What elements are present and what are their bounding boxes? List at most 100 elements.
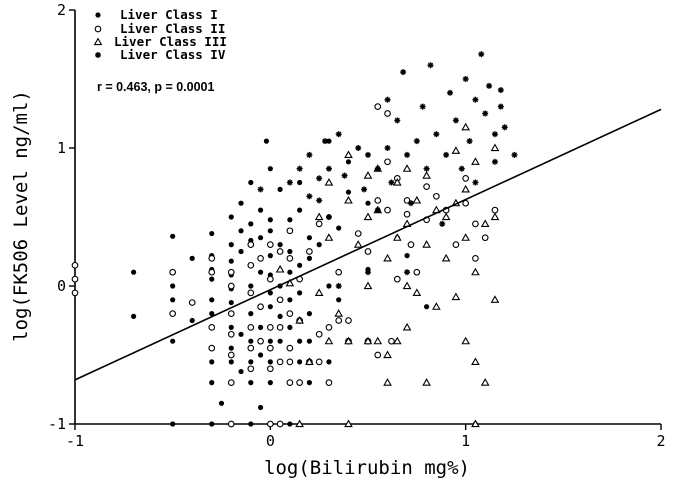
point-liver-class-iv xyxy=(497,103,504,110)
legend-label-1: Liver Class I xyxy=(120,7,218,22)
point-liver-class-i xyxy=(257,207,264,213)
point-liver-class-iv xyxy=(316,175,323,182)
point-liver-class-i xyxy=(297,338,303,344)
point-liver-class-ii xyxy=(208,268,216,276)
point-liver-class-i xyxy=(238,200,244,206)
point-liver-class-ii xyxy=(374,351,382,359)
point-liver-class-iv xyxy=(306,193,313,200)
point-liver-class-i xyxy=(209,230,215,237)
point-liver-class-i xyxy=(336,297,342,303)
point-liver-class-iv xyxy=(407,200,414,207)
point-liver-class-iii xyxy=(363,336,373,345)
point-liver-class-i xyxy=(248,380,254,386)
point-liver-class-ii xyxy=(286,227,294,235)
point-liver-class-ii xyxy=(315,358,323,366)
point-liver-class-ii xyxy=(306,248,313,255)
point-liver-class-i xyxy=(209,276,215,282)
point-liver-class-i xyxy=(209,421,215,427)
point-liver-class-i xyxy=(248,179,254,186)
correlation-annotation: r = 0.463, p = 0.0001 xyxy=(97,80,214,94)
point-liver-class-ii xyxy=(384,206,391,214)
point-liver-class-i xyxy=(306,235,312,241)
point-liver-class-ii xyxy=(491,206,499,214)
point-liver-class-iii xyxy=(480,378,490,386)
point-liver-class-iv xyxy=(394,117,401,124)
point-liver-class-ii xyxy=(208,324,216,331)
point-liver-class-iii xyxy=(344,336,353,345)
point-liver-class-iii xyxy=(432,302,441,310)
point-liver-class-iv xyxy=(400,69,407,76)
point-liver-class-ii xyxy=(335,317,343,324)
point-liver-class-i xyxy=(248,221,254,227)
y-tick-label: 0 xyxy=(57,277,66,295)
point-liver-class-ii xyxy=(71,261,79,269)
point-liver-class-i xyxy=(238,331,244,337)
point-liver-class-ii xyxy=(71,289,79,297)
point-liver-class-i xyxy=(277,313,283,319)
point-liver-class-i xyxy=(131,269,137,275)
point-liver-class-iii xyxy=(344,195,353,204)
point-liver-class-ii xyxy=(71,275,79,283)
point-liver-class-ii xyxy=(384,158,391,166)
point-liver-class-i xyxy=(170,233,176,239)
point-liver-class-iv xyxy=(365,151,371,158)
point-liver-class-iii xyxy=(314,212,324,221)
point-liver-class-ii xyxy=(276,324,284,331)
point-liver-class-ii xyxy=(227,310,235,317)
point-liver-class-iii xyxy=(305,357,314,366)
y-tick-label: -1 xyxy=(48,415,66,433)
point-liver-class-iii xyxy=(471,157,480,165)
point-liver-class-ii xyxy=(257,337,264,345)
point-liver-class-i xyxy=(287,217,293,223)
point-liver-class-i xyxy=(287,421,293,427)
point-liver-class-iii xyxy=(402,322,412,331)
point-liver-class-i xyxy=(267,166,273,172)
regression-line-group xyxy=(74,108,662,381)
point-liver-class-i xyxy=(345,189,352,195)
point-liver-class-i xyxy=(248,359,254,365)
point-liver-class-i xyxy=(424,304,430,310)
point-liver-class-i xyxy=(404,253,410,259)
point-liver-class-i xyxy=(248,283,254,289)
point-liver-class-ii xyxy=(227,420,235,428)
point-liver-class-i xyxy=(248,311,254,317)
point-liver-class-i xyxy=(306,311,312,317)
point-liver-class-ii xyxy=(276,358,284,366)
point-liver-class-iii xyxy=(422,378,431,386)
point-liver-class-ii xyxy=(374,197,382,204)
point-liver-class-iii xyxy=(471,357,480,366)
x-tick-label: 0 xyxy=(266,432,275,450)
point-liver-class-iii xyxy=(373,336,383,345)
point-liver-class-iii xyxy=(471,419,480,428)
point-liver-class-i xyxy=(228,345,234,351)
point-liver-class-iii xyxy=(295,419,304,428)
point-liver-class-iv xyxy=(335,131,342,138)
point-liver-class-iv xyxy=(325,214,332,220)
point-liver-class-iii xyxy=(402,281,412,290)
point-liver-class-ii xyxy=(296,379,303,386)
point-liver-class-i xyxy=(326,359,332,365)
legend-marker-4 xyxy=(95,52,101,58)
point-liver-class-iv xyxy=(374,165,381,172)
point-liver-class-ii xyxy=(247,365,255,373)
point-liver-class-ii xyxy=(276,420,284,428)
point-liver-class-ii xyxy=(286,255,294,262)
point-liver-class-i xyxy=(257,352,264,358)
point-liver-class-iii xyxy=(392,336,402,345)
point-liver-class-ii xyxy=(384,110,391,117)
point-liver-class-i xyxy=(189,255,195,261)
point-liver-class-iv xyxy=(355,145,362,151)
point-liver-class-i xyxy=(297,207,303,213)
point-liver-class-ii xyxy=(286,358,294,366)
legend-label-3: Liver Class III xyxy=(114,34,227,49)
point-liver-class-iii xyxy=(461,336,471,345)
point-liver-class-i xyxy=(306,380,312,386)
point-liver-class-iv xyxy=(482,110,489,117)
point-liver-class-ii xyxy=(315,220,323,228)
point-liver-class-iv xyxy=(497,87,504,94)
point-liver-class-i xyxy=(228,258,234,264)
point-liver-class-iv xyxy=(384,145,391,151)
point-liver-class-iii xyxy=(353,240,363,248)
point-liver-class-iv xyxy=(427,62,434,69)
